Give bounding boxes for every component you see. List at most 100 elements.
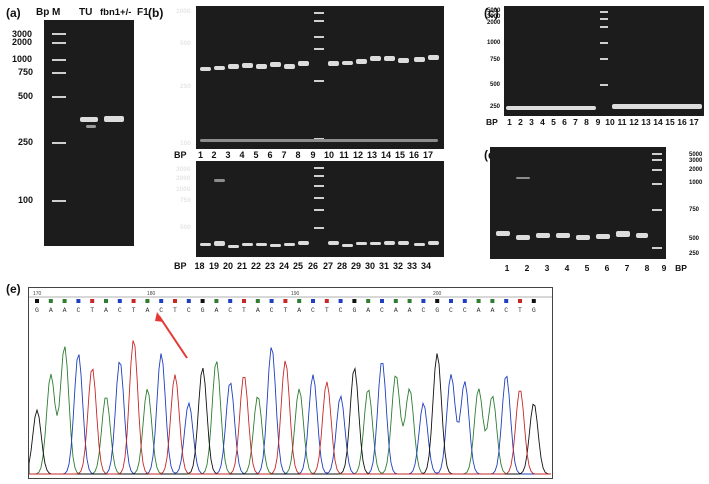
panel-c-size-1000: 1000 [487, 40, 501, 46]
base-letter: A [49, 307, 53, 314]
base-marker [200, 299, 205, 303]
base-letter: C [311, 307, 315, 314]
base-letter: C [159, 307, 163, 314]
base-letter: A [490, 307, 494, 314]
arrow-head-icon [155, 312, 164, 322]
base-letter: T [518, 307, 522, 314]
base-marker [324, 299, 329, 303]
base-marker [311, 299, 315, 303]
panel-c-letter: (c) [484, 6, 499, 20]
base-marker [62, 299, 67, 303]
base-marker [76, 299, 81, 303]
base-marker [352, 299, 357, 303]
base-letter: C [76, 307, 80, 314]
panel-c-size-3000: 3000 [487, 14, 501, 20]
panel-a-size-3000: 3000 [12, 29, 33, 39]
base-letter: C [270, 307, 274, 314]
base-marker [104, 299, 108, 303]
base-marker [145, 299, 150, 303]
panel-c-gel [504, 6, 704, 116]
base-marker [214, 299, 219, 303]
base-letter: T [173, 307, 177, 314]
base-letter: C [449, 307, 453, 314]
base-letter: C [228, 307, 232, 314]
base-letter: T [242, 307, 246, 314]
ruler-label: 200 [433, 291, 442, 297]
base-letter: A [104, 307, 108, 314]
base-letter: C [187, 307, 191, 314]
base-marker [504, 299, 509, 303]
panel-b-bottom-size-750: 750 [180, 197, 191, 204]
base-marker [173, 299, 177, 303]
base-letter: C [380, 307, 384, 314]
panel-b-top-gel [196, 6, 444, 149]
base-letter: A [366, 307, 370, 314]
ruler-label: 170 [33, 291, 42, 297]
base-letter: A [256, 307, 260, 314]
base-letter: A [297, 307, 301, 314]
panel-d-gel [490, 147, 666, 259]
panel-b-bottom-gel [196, 161, 444, 257]
base-letter: A [63, 307, 67, 314]
arrow-icon [158, 315, 188, 359]
panel-b-bottom-lanes: BP 18 19 20 21 22 23 24 25 26 27 28 29 3… [174, 261, 431, 271]
ruler-label: 180 [147, 291, 156, 297]
base-marker [366, 299, 371, 303]
panel-d-size-3000: 3000 [689, 158, 703, 164]
base-marker [338, 299, 343, 303]
base-marker [186, 299, 191, 303]
base-letter: T [325, 307, 329, 314]
panel-a-bp-label: Bp [36, 7, 50, 18]
base-marker [407, 299, 412, 303]
panel-b-bottom-size-1000: 1000 [176, 186, 191, 193]
base-marker [380, 299, 384, 303]
base-letter: A [145, 307, 149, 314]
base-marker [476, 299, 481, 303]
panel-c-size-500: 500 [490, 82, 501, 88]
base-marker [490, 299, 495, 303]
base-marker [228, 299, 233, 303]
panel-a-lane-fbn1: fbn1+/- [100, 7, 132, 18]
panel-d-lanes: 1 2 3 4 5 6 7 8 9 BP [504, 263, 687, 273]
panel-b-bottom-size-3000: 3000 [176, 166, 191, 173]
base-marker [117, 299, 122, 303]
panel-c-size-5000: 5000 [487, 8, 501, 14]
panel-a-size-750: 750 [18, 67, 34, 77]
base-marker [393, 299, 398, 303]
chromatogram-plot: 170 180 190 200 G A A C T A C T A C T C G A C T A C T A C T C G A C A… [28, 291, 552, 475]
base-marker [48, 299, 53, 303]
base-marker [242, 299, 246, 303]
base-marker [518, 299, 522, 303]
base-marker [255, 299, 260, 303]
panel-a-gel [44, 20, 134, 246]
panel-e-letter: (e) [6, 282, 21, 296]
panel-a-size-2000: 2000 [12, 37, 33, 47]
panel-c-lanes: BP 1 2 3 4 5 6 7 8 9 10 11 12 13 14 15 1… [486, 117, 699, 127]
base-marker [421, 299, 426, 303]
base-letter: T [90, 307, 94, 314]
panel-d-size-2000: 2000 [689, 167, 703, 173]
panel-a-lane-f1: F1 [137, 7, 149, 18]
panel-a-size-1000: 1000 [12, 54, 33, 64]
panel-a-lane-tu: TU [79, 7, 93, 18]
base-letter: A [214, 307, 218, 314]
panel-e-chromatogram: 170 180 190 200 G A A C T A C T A C T C G A C T A C T A C T C G A C A… [28, 287, 553, 479]
panel-a-lane-m: M [52, 7, 61, 18]
panel-b-top-size-250: 250 [180, 83, 191, 90]
panel-c-size-250: 250 [490, 104, 501, 110]
base-letter: T [283, 307, 287, 314]
base-letter: C [118, 307, 122, 314]
base-marker [90, 299, 95, 303]
panel-b-top-lanes: BP 1 2 3 4 5 6 7 8 9 10 11 12 13 14 15 1… [174, 150, 433, 160]
panel-d-size-250: 250 [689, 251, 700, 257]
base-letter: T [132, 307, 136, 314]
base-marker [35, 299, 39, 303]
panel-a-letter: (a) [6, 6, 21, 20]
panel-d-size-750: 750 [689, 207, 700, 213]
ruler-label: 190 [291, 291, 300, 297]
base-letter: G [435, 307, 439, 314]
base-letter: C [421, 307, 425, 314]
base-marker [269, 299, 274, 303]
base-letter: G [201, 307, 205, 314]
panel-a-size-500: 500 [18, 91, 34, 101]
